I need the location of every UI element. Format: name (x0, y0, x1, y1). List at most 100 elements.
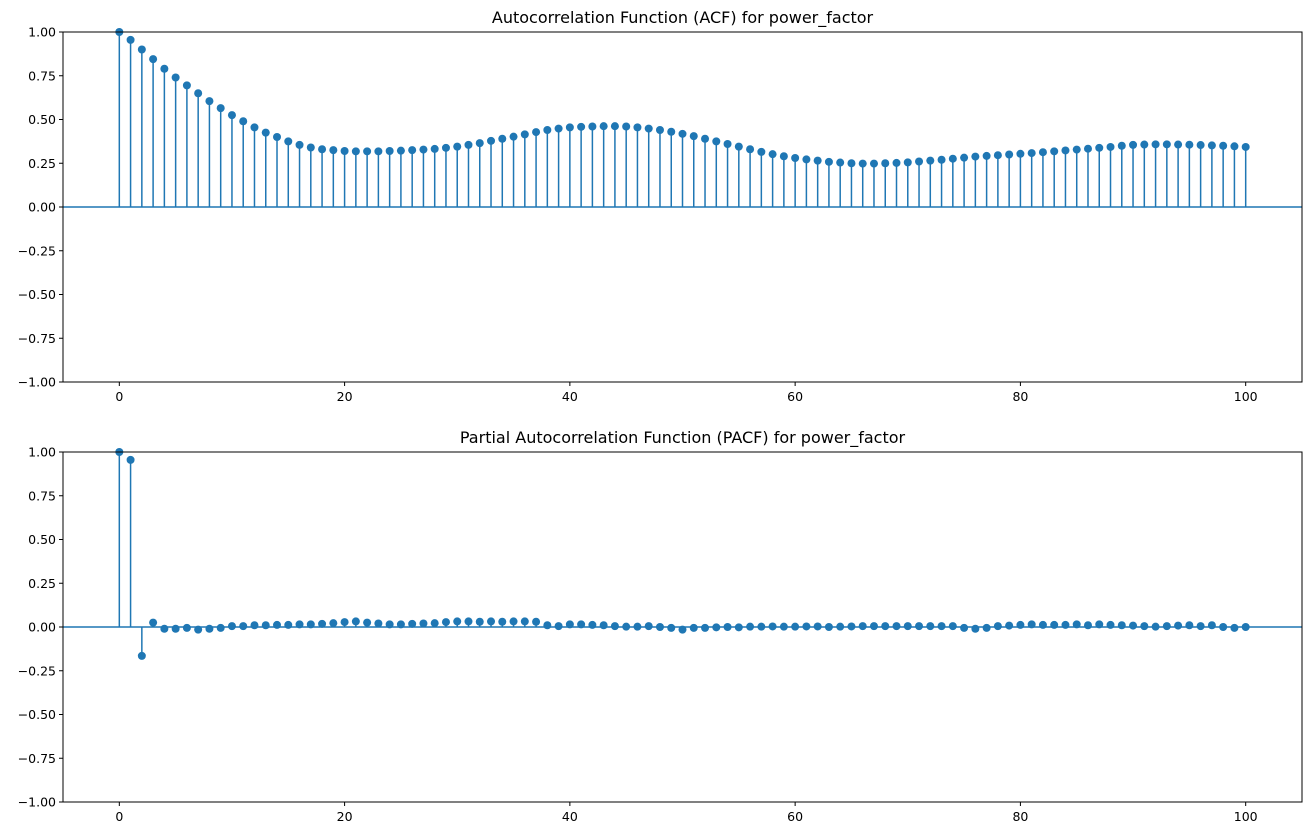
stem-marker (926, 156, 935, 165)
acf-chart: Autocorrelation Function (ACF) for power… (18, 8, 1303, 404)
stem-marker (306, 143, 315, 152)
stem-marker (160, 64, 169, 73)
stem-marker (813, 622, 822, 631)
pacf-chart: Partial Autocorrelation Function (PACF) … (18, 428, 1303, 824)
stem-marker (610, 622, 619, 631)
stem-marker (216, 104, 225, 113)
x-tick-label: 0 (115, 389, 123, 404)
stem-marker (239, 622, 248, 631)
stem-marker (1196, 141, 1205, 150)
stem-marker (993, 151, 1002, 160)
stem-marker (1185, 621, 1194, 630)
stem-marker (1072, 620, 1081, 629)
stem-marker (430, 619, 439, 628)
stem-marker (216, 623, 225, 632)
x-axis: 0 20 40 60 80 100 (115, 802, 1258, 824)
x-tick-label: 40 (562, 389, 578, 404)
x-tick-label: 100 (1234, 809, 1258, 824)
stem-marker (858, 622, 867, 631)
stem-marker (205, 97, 214, 106)
stem-marker (599, 122, 608, 131)
x-tick-label: 20 (337, 809, 353, 824)
stem-marker (520, 130, 529, 139)
x-tick-label: 40 (562, 809, 578, 824)
stem-marker (937, 155, 946, 164)
stem-marker (903, 622, 912, 631)
stem-marker (881, 159, 890, 168)
stem-marker (1005, 621, 1014, 630)
chart-title: Partial Autocorrelation Function (PACF) … (460, 428, 906, 448)
stem-marker (734, 623, 743, 632)
stem-marker (1230, 623, 1239, 632)
stem-marker (678, 625, 687, 634)
stem-marker (205, 624, 214, 633)
stem-marker (1162, 622, 1171, 631)
y-tick-label: 0.75 (28, 488, 56, 503)
stem-marker (340, 618, 349, 627)
stem-marker (1140, 140, 1149, 149)
stem-marker (520, 617, 529, 626)
stem-marker (1083, 144, 1092, 153)
stem-marker (701, 134, 710, 143)
stem-marker (1196, 622, 1205, 631)
stem-marker (171, 624, 180, 633)
stem-marker (903, 158, 912, 167)
stem-marker (971, 152, 980, 161)
stem-marker (306, 620, 315, 629)
acf-stems (63, 28, 1302, 208)
stem-marker (1241, 142, 1250, 151)
y-tick-label: −0.25 (18, 243, 56, 258)
x-tick-label: 80 (1012, 809, 1028, 824)
stem-marker (622, 622, 631, 631)
stem-marker (1140, 622, 1149, 631)
stem-marker (374, 147, 383, 156)
stem-marker (408, 146, 417, 155)
stem-marker (1151, 140, 1160, 149)
stem-marker (408, 619, 417, 628)
stem-marker (273, 133, 282, 141)
stem-marker (858, 159, 867, 168)
stem-marker (475, 139, 484, 148)
stem-marker (1016, 620, 1025, 629)
stem-marker (982, 623, 991, 632)
stem-marker (273, 620, 282, 629)
stem-marker (723, 140, 732, 148)
stem-marker (599, 621, 608, 630)
y-tick-label: −0.50 (18, 707, 56, 722)
stem-marker (318, 619, 327, 628)
stem-marker (689, 132, 698, 141)
stem-marker (1207, 141, 1216, 150)
stem-marker (723, 623, 732, 631)
stem-marker (881, 622, 890, 631)
stem-marker (464, 617, 473, 626)
stem-marker (982, 151, 991, 160)
stem-marker (284, 620, 293, 629)
stem-marker (1038, 620, 1047, 629)
y-tick-label: 0.50 (28, 532, 56, 547)
stem-marker (239, 117, 248, 126)
y-tick-label: −0.25 (18, 663, 56, 678)
stem-marker (227, 622, 236, 631)
stem-marker (329, 619, 338, 628)
stem-marker (543, 621, 552, 630)
stem-marker (1095, 143, 1104, 152)
stem-marker (363, 147, 372, 156)
stem-marker (746, 145, 755, 154)
stem-marker (250, 123, 259, 132)
stem-marker (509, 617, 518, 626)
stem-marker (1050, 620, 1059, 629)
stem-marker (1038, 148, 1047, 157)
stem-marker (1129, 140, 1138, 149)
x-tick-label: 20 (337, 389, 353, 404)
stem-marker (441, 618, 450, 627)
y-tick-label: 0.00 (28, 200, 56, 215)
stem-marker (678, 129, 687, 138)
stem-marker (1005, 150, 1014, 159)
stem-marker (577, 122, 586, 131)
stem-marker (588, 122, 597, 131)
stem-marker (318, 145, 327, 154)
y-tick-label: −0.75 (18, 331, 56, 346)
stem-marker (1027, 149, 1036, 158)
stem-marker (768, 150, 777, 159)
x-tick-label: 0 (115, 809, 123, 824)
